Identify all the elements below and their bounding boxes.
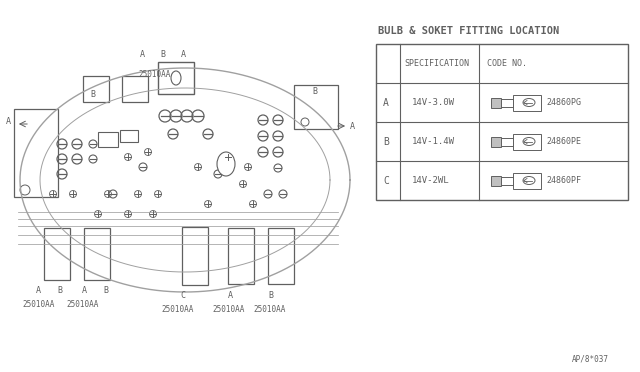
FancyBboxPatch shape (491, 97, 501, 108)
Text: A: A (350, 122, 355, 131)
Ellipse shape (171, 71, 181, 85)
FancyBboxPatch shape (84, 228, 110, 280)
FancyBboxPatch shape (182, 227, 208, 285)
Text: B: B (160, 50, 165, 59)
FancyBboxPatch shape (513, 94, 541, 110)
FancyBboxPatch shape (83, 76, 109, 102)
Text: B: B (57, 286, 62, 295)
Text: A: A (36, 286, 41, 295)
Text: 24860PF: 24860PF (546, 176, 581, 185)
Text: A: A (140, 50, 145, 59)
FancyBboxPatch shape (513, 173, 541, 189)
Text: 25010AA: 25010AA (22, 300, 54, 309)
Text: SPECIFICATION: SPECIFICATION (404, 59, 469, 68)
FancyBboxPatch shape (14, 109, 58, 197)
Text: A: A (6, 117, 11, 126)
Text: 14V-3.0W: 14V-3.0W (412, 98, 455, 107)
Text: 25010AA: 25010AA (161, 305, 193, 314)
Text: 24860PG: 24860PG (546, 98, 581, 107)
Text: BULB & SOKET FITTING LOCATION: BULB & SOKET FITTING LOCATION (378, 26, 559, 36)
FancyBboxPatch shape (98, 132, 118, 147)
Text: 24860PE: 24860PE (546, 137, 581, 146)
Text: 25010AA: 25010AA (66, 300, 99, 309)
FancyBboxPatch shape (228, 228, 254, 284)
Ellipse shape (523, 138, 535, 145)
Text: 14V-2WL: 14V-2WL (412, 176, 450, 185)
FancyBboxPatch shape (491, 176, 501, 186)
FancyBboxPatch shape (376, 44, 628, 200)
Text: B: B (268, 291, 273, 300)
Ellipse shape (217, 152, 235, 176)
Text: A: A (228, 291, 233, 300)
FancyBboxPatch shape (294, 85, 338, 129)
FancyBboxPatch shape (120, 130, 138, 142)
FancyBboxPatch shape (122, 76, 148, 102)
Text: B: B (103, 286, 108, 295)
Text: C: C (383, 176, 389, 186)
Text: A: A (82, 286, 87, 295)
Ellipse shape (523, 99, 535, 106)
Text: 25010AA: 25010AA (138, 70, 170, 79)
Text: A: A (383, 97, 389, 108)
FancyBboxPatch shape (44, 228, 70, 280)
FancyBboxPatch shape (268, 228, 294, 284)
Text: CODE NO.: CODE NO. (487, 59, 527, 68)
Text: AP/8*037: AP/8*037 (572, 355, 609, 364)
FancyBboxPatch shape (491, 137, 501, 147)
FancyBboxPatch shape (513, 134, 541, 150)
Text: B: B (90, 90, 95, 99)
Text: B: B (383, 137, 389, 147)
Text: 25010AA: 25010AA (253, 305, 285, 314)
FancyBboxPatch shape (158, 62, 194, 94)
Text: 25010AA: 25010AA (212, 305, 244, 314)
Ellipse shape (523, 176, 535, 185)
Text: B: B (312, 87, 317, 96)
Text: C: C (180, 291, 185, 300)
Text: 14V-1.4W: 14V-1.4W (412, 137, 455, 146)
Text: A: A (181, 50, 186, 59)
